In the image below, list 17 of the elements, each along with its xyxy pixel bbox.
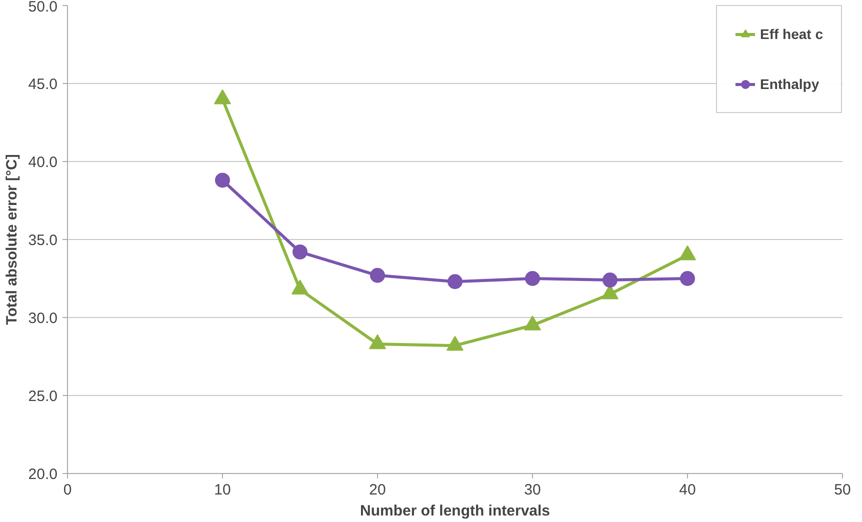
y-axis-title: Total absolute error [°C] — [3, 154, 20, 325]
x-tick-label: 10 — [214, 482, 231, 498]
x-tick-label: 0 — [63, 482, 72, 498]
x-axis-title: Number of length intervals — [360, 502, 550, 520]
x-tick-label: 50 — [834, 482, 851, 498]
y-tick-label: 25.0 — [28, 388, 58, 405]
y-tick-label: 30.0 — [28, 310, 58, 327]
x-tick-label: 20 — [369, 482, 386, 498]
y-tick-label: 40.0 — [28, 154, 58, 171]
y-tick-label: 20.0 — [28, 466, 58, 483]
y-tick-label: 50.0 — [28, 0, 58, 16]
y-tick-label: 35.0 — [28, 232, 58, 249]
legend-label: Eff heat c — [760, 26, 823, 42]
legend-label: Enthalpy — [760, 76, 820, 92]
x-tick-label: 40 — [679, 482, 696, 498]
y-tick-label: 45.0 — [28, 76, 58, 93]
x-tick-label: 30 — [524, 482, 541, 498]
